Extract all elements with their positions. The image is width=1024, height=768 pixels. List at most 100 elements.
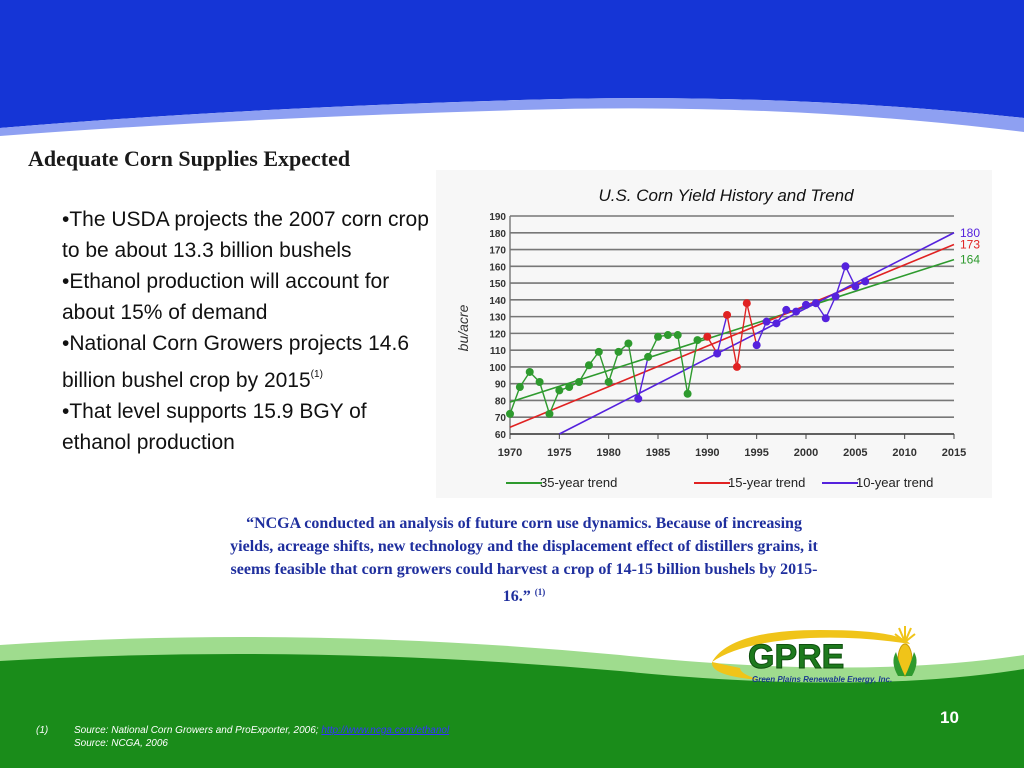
yield-segment	[538, 381, 551, 415]
x-tick-label: 2005	[843, 447, 867, 459]
yield-point	[723, 310, 732, 319]
x-tick-label: 2000	[794, 447, 818, 459]
trend-line-green	[509, 258, 955, 403]
yield-segment	[677, 334, 689, 394]
yield-segment	[637, 356, 649, 399]
yield-point	[634, 394, 643, 403]
legend-label: 10-year trend	[856, 475, 933, 490]
yield-point	[713, 349, 722, 358]
footnote-line-2: Source: NCGA, 2006	[36, 737, 449, 750]
yield-point	[811, 299, 820, 308]
y-tick-label: 160	[489, 262, 506, 273]
source-footnote: (1) Source: National Corn Growers and Pro…	[36, 724, 449, 750]
bullet-item: •Ethanol production will account for abo…	[62, 270, 390, 324]
quote-footnote-ref: (1)	[534, 587, 546, 597]
yield-point	[555, 386, 564, 395]
footnote-link[interactable]: http://www.ncga.com/ethanol	[321, 725, 450, 736]
yield-point	[831, 292, 840, 301]
y-tick-label: 170	[489, 246, 506, 257]
y-tick-label: 120	[489, 329, 506, 340]
ncga-quote: “NCGA conducted an analysis of future co…	[224, 512, 824, 608]
y-tick-label: 80	[495, 396, 507, 407]
yield-point	[604, 378, 613, 387]
yield-point	[515, 383, 524, 392]
bullet-item: •That level supports 15.9 BGY of ethanol…	[62, 400, 367, 454]
yield-point	[683, 389, 692, 398]
y-tick-label: 190	[489, 212, 506, 223]
footnote-line-1: (1) Source: National Corn Growers and Pro…	[36, 724, 449, 737]
y-axis-label: bu/acre	[455, 304, 471, 351]
yield-point	[821, 314, 830, 323]
y-tick-label: 150	[489, 279, 506, 290]
yield-point	[565, 383, 574, 392]
x-tick-label: 1990	[695, 447, 719, 459]
yield-segment	[834, 266, 847, 297]
x-tick-label: 1980	[596, 447, 620, 459]
y-tick-label: 60	[495, 430, 507, 441]
footnote-source-2: Source: NCGA, 2006	[74, 738, 168, 749]
yield-segment	[608, 351, 620, 383]
chart-canvas: U.S. Corn Yield History and Trend bu/acr…	[455, 186, 980, 490]
y-tick-label: 130	[489, 313, 506, 324]
yield-point	[752, 341, 761, 350]
trend-line-purple	[558, 232, 955, 435]
y-tick-label: 140	[489, 296, 506, 307]
yield-point	[693, 336, 702, 345]
bullet-list: •The USDA projects the 2007 corn crop to…	[62, 204, 440, 458]
footnote-marker: (1)	[36, 725, 49, 736]
yield-point	[614, 347, 623, 356]
logo-subtext: Green Plains Renewable Energy, Inc.	[752, 675, 892, 684]
x-tick-label: 1995	[744, 447, 768, 459]
footnote-source-1: Source: National Corn Growers and ProExp…	[74, 725, 322, 736]
chart-title: U.S. Corn Yield History and Trend	[598, 186, 854, 205]
yield-segment	[598, 351, 610, 383]
yield-point	[654, 332, 662, 341]
yield-segment	[509, 386, 521, 415]
yield-point	[851, 282, 860, 291]
yield-point	[732, 362, 741, 371]
x-tick-label: 1975	[547, 447, 571, 459]
top-banner	[0, 0, 1024, 136]
page-number: 10	[940, 708, 959, 727]
yield-point	[841, 262, 850, 271]
trend-end-label: 164	[960, 253, 980, 267]
legend-label: 35-year trend	[540, 475, 617, 490]
bullet-footnote-ref: (1)	[310, 369, 323, 380]
yield-point	[772, 319, 781, 328]
yield-point	[762, 317, 771, 326]
corn-yield-chart: U.S. Corn Yield History and Trend bu/acr…	[436, 170, 992, 498]
trend-end-label: 180	[960, 226, 980, 240]
yield-point	[624, 339, 633, 348]
bottom-banner	[0, 637, 1024, 768]
bullet-text: •National Corn Growers projects 14.6 bil…	[62, 332, 410, 392]
yield-point	[861, 277, 870, 286]
slide-title: Adequate Corn Supplies Expected	[28, 146, 351, 171]
x-tick-label: 2015	[942, 447, 966, 459]
yield-segment	[686, 339, 699, 394]
yield-point	[506, 409, 514, 418]
yield-point	[703, 332, 712, 341]
yield-segment	[548, 390, 560, 415]
bullet-item: •National Corn Growers projects 14.6 bil…	[62, 328, 440, 396]
yield-point	[663, 331, 672, 340]
yield-point	[535, 378, 544, 387]
yield-point	[594, 347, 603, 356]
bullet-item: •The USDA projects the 2007 corn crop to…	[62, 208, 429, 262]
y-tick-label: 110	[490, 346, 507, 357]
yield-segment	[716, 314, 728, 354]
trend-end-label: 173	[960, 238, 980, 252]
yield-point	[782, 305, 791, 314]
yield-point	[673, 331, 682, 340]
yield-point	[742, 299, 751, 308]
y-tick-label: 100	[489, 363, 506, 374]
yield-point	[584, 361, 593, 370]
quote-text: “NCGA conducted an analysis of future co…	[230, 515, 818, 605]
yield-point	[792, 307, 801, 316]
yield-segment	[756, 321, 768, 346]
yield-point	[644, 352, 653, 361]
yield-segment	[726, 314, 738, 368]
yield-point	[525, 367, 534, 376]
yield-point	[802, 300, 810, 309]
x-tick-label: 1970	[498, 447, 522, 459]
yield-point	[545, 409, 554, 418]
